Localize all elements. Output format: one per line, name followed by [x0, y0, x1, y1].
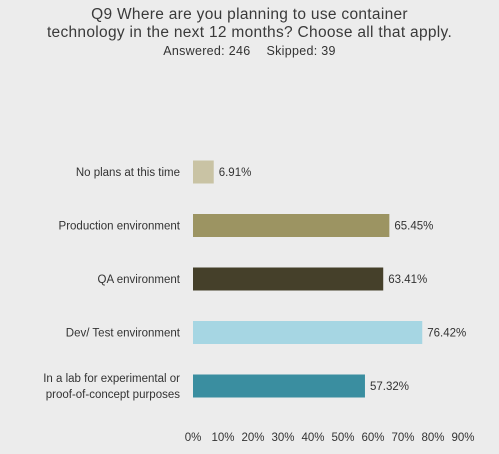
bar-3	[193, 321, 423, 344]
chart-title-line-1: Q9 Where are you planning to use contain…	[91, 6, 408, 23]
x-tick-label-3: 30%	[271, 432, 294, 444]
bar-value-label-4: 57.32%	[370, 381, 409, 393]
bar-value-label-0: 6.91%	[219, 167, 252, 179]
category-label-2: QA environment	[98, 274, 181, 286]
bar-value-label-2: 63.41%	[388, 274, 427, 286]
category-label-4: In a lab for experimental or proof-of-con…	[43, 373, 180, 401]
category-label-1: Production environment	[59, 221, 181, 233]
bar-value-label-3: 76.42%	[427, 328, 466, 340]
x-tick-label-2: 20%	[241, 432, 264, 444]
bar-value-label-1: 65.45%	[394, 221, 433, 233]
bar-4	[193, 374, 365, 398]
x-tick-label-4: 40%	[301, 432, 324, 444]
chart-title-line-2: technology in the next 12 months? Choose…	[46, 24, 453, 41]
bar-1	[193, 214, 390, 237]
x-tick-label-6: 60%	[361, 432, 384, 444]
category-label-0: No plans at this time	[76, 167, 180, 179]
x-tick-label-9: 90%	[451, 432, 474, 444]
category-label-3: Dev/ Test environment	[66, 328, 181, 340]
skipped-count: Skipped: 39	[266, 44, 336, 58]
bar-0	[193, 160, 214, 184]
x-tick-label-8: 80%	[421, 432, 444, 444]
bar-2	[193, 267, 384, 291]
answered-count: Answered: 246	[163, 44, 251, 58]
x-tick-label-1: 10%	[211, 432, 234, 444]
x-tick-label-5: 50%	[331, 432, 354, 444]
response-stats: Answered: 246 Skipped: 39	[0, 43, 499, 59]
x-tick-label-7: 70%	[391, 432, 414, 444]
chart-header: Q9 Where are you planning to use contain…	[0, 6, 499, 59]
x-tick-label-0: 0%	[185, 432, 202, 444]
